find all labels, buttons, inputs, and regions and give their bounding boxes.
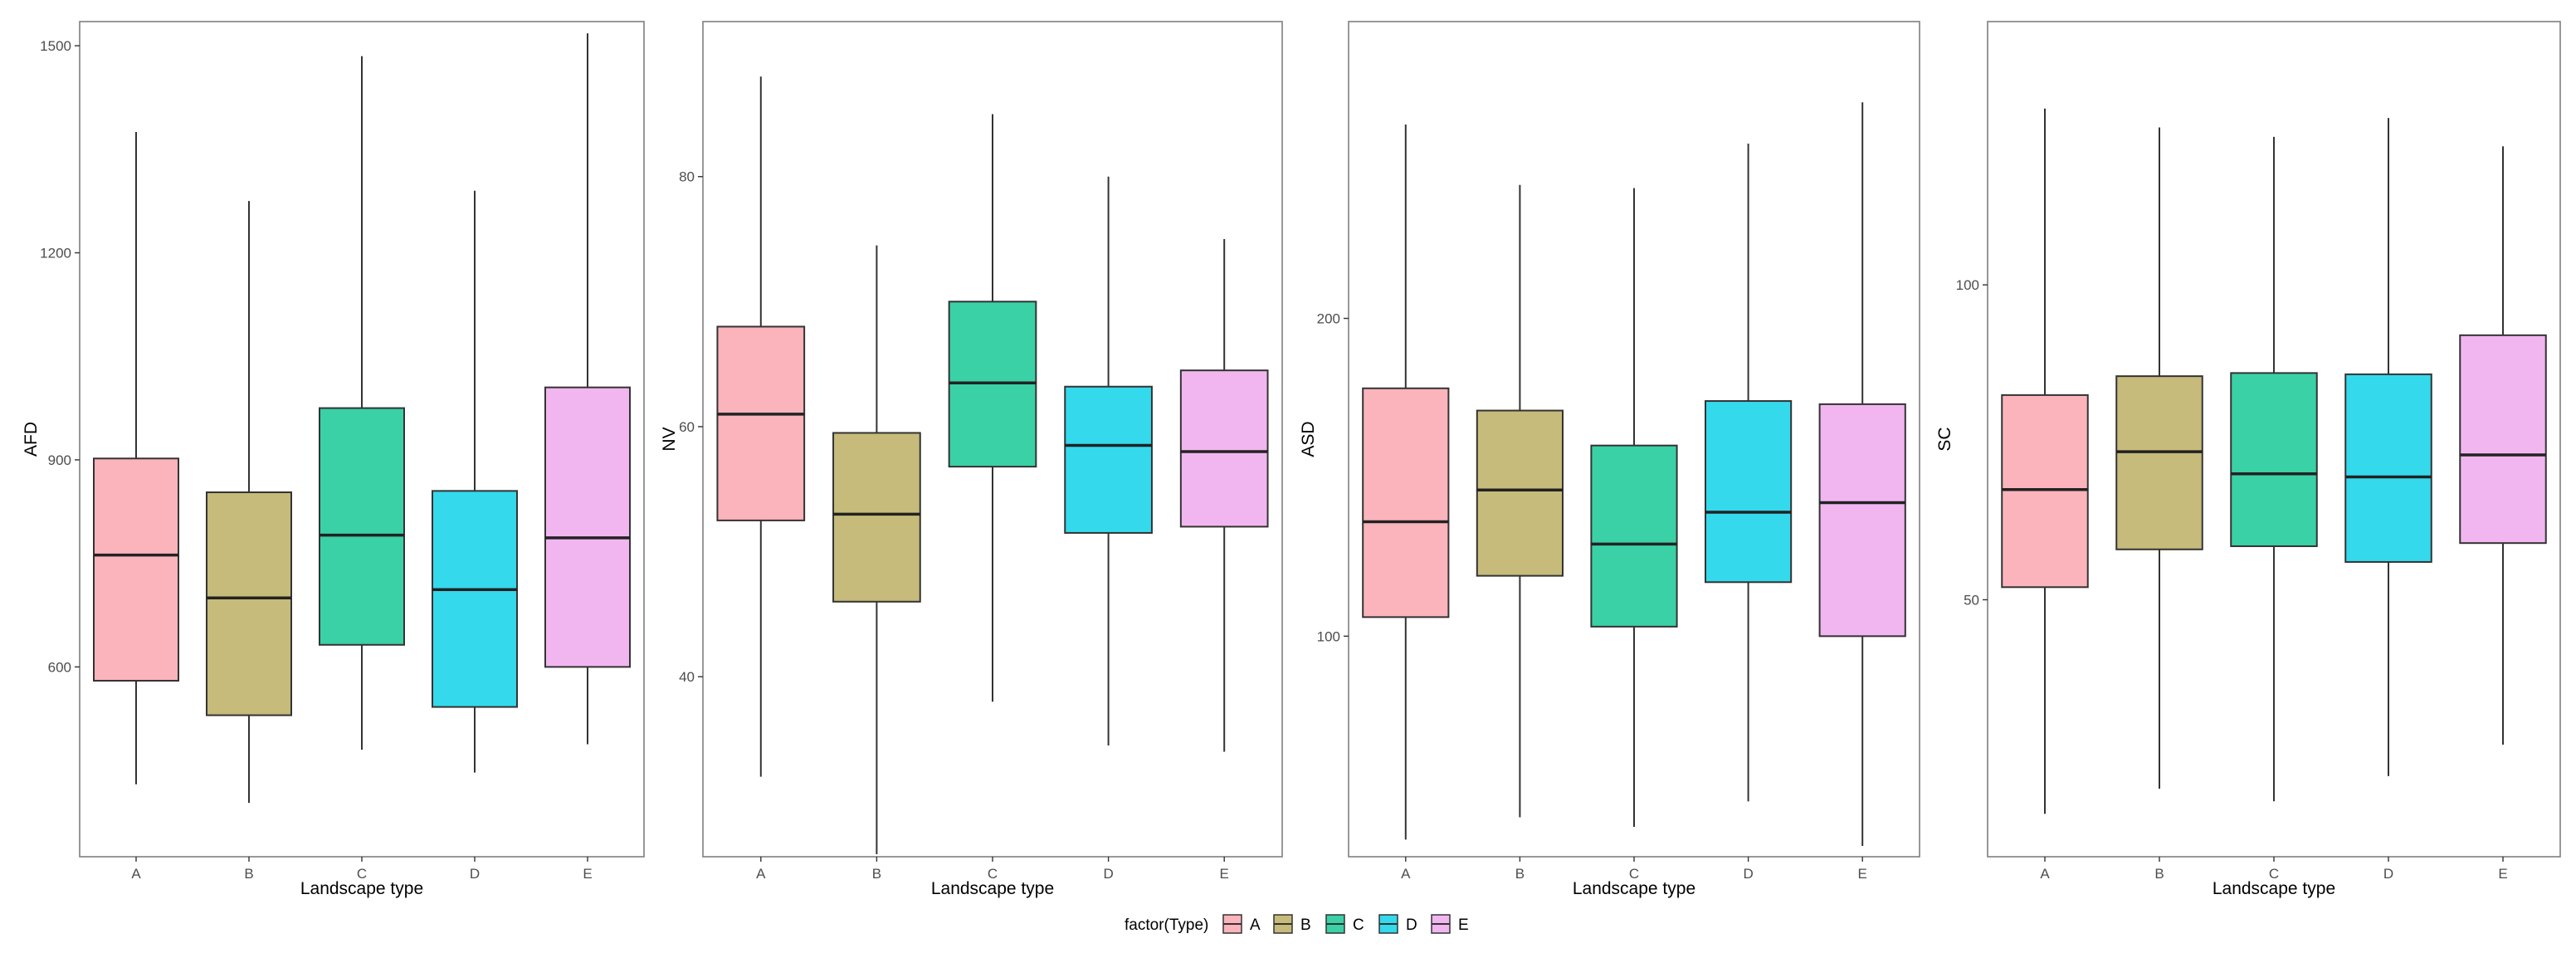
legend-item-b: B xyxy=(1273,914,1311,934)
box-d xyxy=(432,490,518,708)
y-tick-label: 100 xyxy=(1956,277,1979,293)
legend-label-b: B xyxy=(1300,916,1311,934)
box-e xyxy=(1179,369,1269,528)
x-tick-label: E xyxy=(2498,866,2507,882)
panel-afd: 600 900 1200 1500 A B C D E Landscape type AFD xyxy=(22,21,645,898)
panel-sc: 50 100 A B C D E Landscape type SC xyxy=(1935,21,2561,898)
y-tick-label: 60 xyxy=(679,419,695,435)
legend-keys: A B C D E xyxy=(1222,914,1469,934)
y-tick-label: 80 xyxy=(679,169,695,185)
x-axis-title: Landscape type xyxy=(1573,879,1695,898)
y-tick-label: 900 xyxy=(48,452,71,468)
legend-item-d: D xyxy=(1378,914,1417,934)
box-e xyxy=(2459,334,2547,545)
x-tick-label: D xyxy=(1103,866,1113,882)
legend-item-a: A xyxy=(1222,914,1261,934)
x-tick-label: D xyxy=(1743,866,1753,882)
x-tick-label: B xyxy=(244,866,253,882)
box-c xyxy=(1590,444,1678,628)
box-b xyxy=(1476,409,1564,577)
box-a xyxy=(2001,393,2089,589)
box-a xyxy=(716,325,806,521)
legend-label-a: A xyxy=(1250,916,1261,934)
box-a xyxy=(1362,387,1450,618)
box-c xyxy=(2230,372,2318,547)
y-tick-label: 100 xyxy=(1317,628,1340,644)
x-tick-label: A xyxy=(1401,866,1411,882)
x-axis-title: Landscape type xyxy=(931,879,1054,898)
y-tick-label: 200 xyxy=(1317,311,1340,327)
legend-label-c: C xyxy=(1353,916,1364,934)
x-tick-label: B xyxy=(872,866,881,882)
legend-item-c: C xyxy=(1325,914,1364,934)
x-axis-title: Landscape type xyxy=(2213,879,2335,898)
x-tick-label: E xyxy=(1858,866,1867,882)
y-axis-title: NV xyxy=(660,427,679,451)
x-tick-label: C xyxy=(357,866,367,882)
x-tick-label: A xyxy=(131,866,141,882)
y-axis-title: ASD xyxy=(1299,421,1318,457)
box-e xyxy=(1818,403,1906,638)
box-c xyxy=(319,407,405,646)
y-tick-label: 600 xyxy=(48,659,71,675)
box-e xyxy=(544,386,631,668)
x-tick-label: C xyxy=(988,866,998,882)
x-tick-label: E xyxy=(1220,866,1229,882)
legend-label-d: D xyxy=(1406,916,1417,934)
x-tick-label: C xyxy=(1629,866,1639,882)
x-tick-label: A xyxy=(2040,866,2050,882)
box-d xyxy=(2344,373,2432,563)
y-axis-title: SC xyxy=(1935,427,1954,451)
panel-nv: 40 60 80 A B C D E Landscape type NV xyxy=(660,21,1283,898)
legend-item-e: E xyxy=(1431,914,1469,934)
box-b xyxy=(2115,375,2203,550)
x-tick-label: B xyxy=(2154,866,2164,882)
x-tick-label: A xyxy=(756,866,766,882)
y-tick-label: 1500 xyxy=(40,38,71,54)
x-tick-label: E xyxy=(583,866,592,882)
y-axis-title: AFD xyxy=(22,422,41,457)
panels: 600 900 1200 1500 A B C D E Landscape type AFD 40 60… xyxy=(22,21,2561,898)
legend: factor(Type) A B C D E xyxy=(1125,914,1469,934)
box-d xyxy=(1064,385,1153,534)
y-tick-label: 50 xyxy=(1964,592,1979,608)
box-b xyxy=(206,491,292,716)
legend-title: factor(Type) xyxy=(1125,916,1208,934)
x-axis-title: Landscape type xyxy=(300,879,423,898)
x-tick-label: B xyxy=(1515,866,1525,882)
panel-asd: 100 200 A B C D E Landscape type ASD xyxy=(1299,21,1920,898)
y-tick-label: 40 xyxy=(679,669,695,685)
x-tick-label: C xyxy=(2269,866,2279,882)
legend-label-e: E xyxy=(1458,916,1469,934)
y-tick-label: 1200 xyxy=(40,246,71,261)
box-a xyxy=(93,457,179,682)
box-d xyxy=(1705,400,1793,584)
box-b xyxy=(832,432,921,603)
x-tick-label: D xyxy=(470,866,480,882)
x-tick-label: D xyxy=(2383,866,2393,882)
